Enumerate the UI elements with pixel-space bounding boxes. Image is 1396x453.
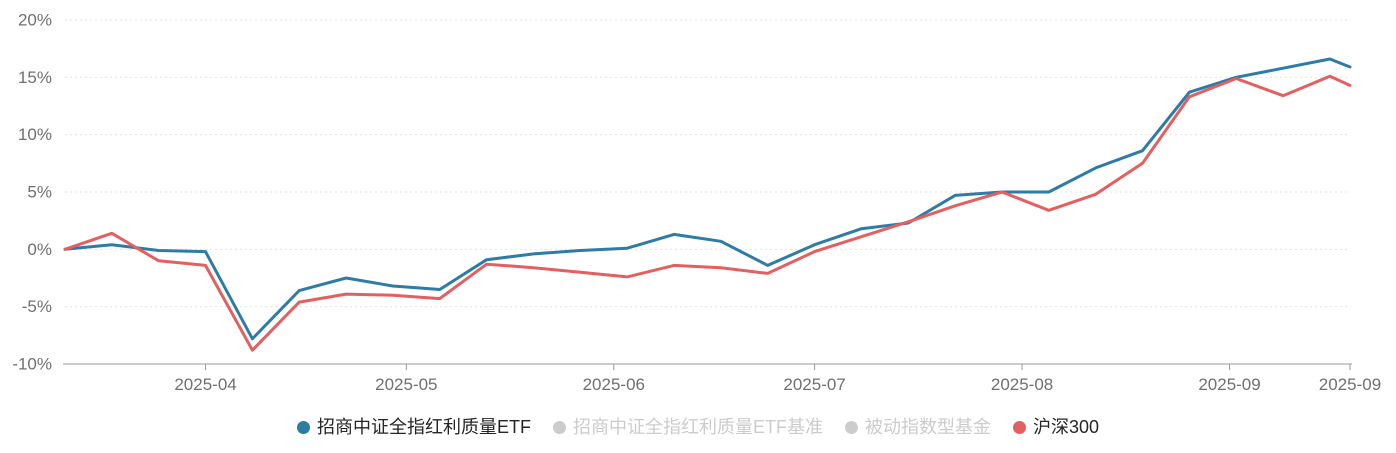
x-axis-label: 2025-09	[1198, 375, 1260, 394]
chart-legend: 招商中证全指红利质量ETF 招商中证全指红利质量ETF基准 被动指数型基金 沪深300	[0, 417, 1396, 439]
x-axis-label: 2025-08	[991, 375, 1053, 394]
y-axis-label: 5%	[27, 183, 52, 202]
y-axis-label: 20%	[18, 11, 52, 30]
y-axis-label: -5%	[22, 297, 52, 316]
legend-item[interactable]: 沪深300	[1012, 417, 1100, 439]
y-axis-label: 0%	[27, 240, 52, 259]
x-axis-label: 2025-06	[583, 375, 645, 394]
legend-dot-icon	[844, 421, 858, 435]
legend-dot-icon	[552, 421, 566, 435]
x-axis-label: 2025-09	[1319, 375, 1381, 394]
legend-label: 招商中证全指红利质量ETF	[316, 417, 531, 437]
legend-label: 沪深300	[1032, 417, 1100, 437]
legend-dot-icon	[1012, 421, 1026, 435]
legend-dot-icon	[296, 421, 310, 435]
series-line-hs300[interactable]	[63, 74, 1352, 352]
legend-item[interactable]: 招商中证全指红利质量ETF	[296, 417, 531, 439]
y-axis-label: 10%	[18, 125, 52, 144]
y-axis-label: -10%	[12, 355, 52, 374]
legend-label: 招商中证全指红利质量ETF基准	[572, 417, 823, 437]
legend-label: 被动指数型基金	[864, 417, 991, 437]
legend-item[interactable]: 招商中证全指红利质量ETF基准	[552, 417, 823, 439]
legend-item[interactable]: 被动指数型基金	[844, 417, 991, 439]
x-axis-label: 2025-05	[375, 375, 437, 394]
x-axis-label: 2025-04	[174, 375, 236, 394]
chart-plot-area[interactable]: 20% 15% 10% 5% 0% -5% -10% 2025-04 2025-05 2025-0…	[0, 0, 1396, 415]
y-axis-label: 15%	[18, 68, 52, 87]
x-axis-label: 2025-07	[783, 375, 845, 394]
series-line-etf[interactable]	[63, 57, 1352, 341]
